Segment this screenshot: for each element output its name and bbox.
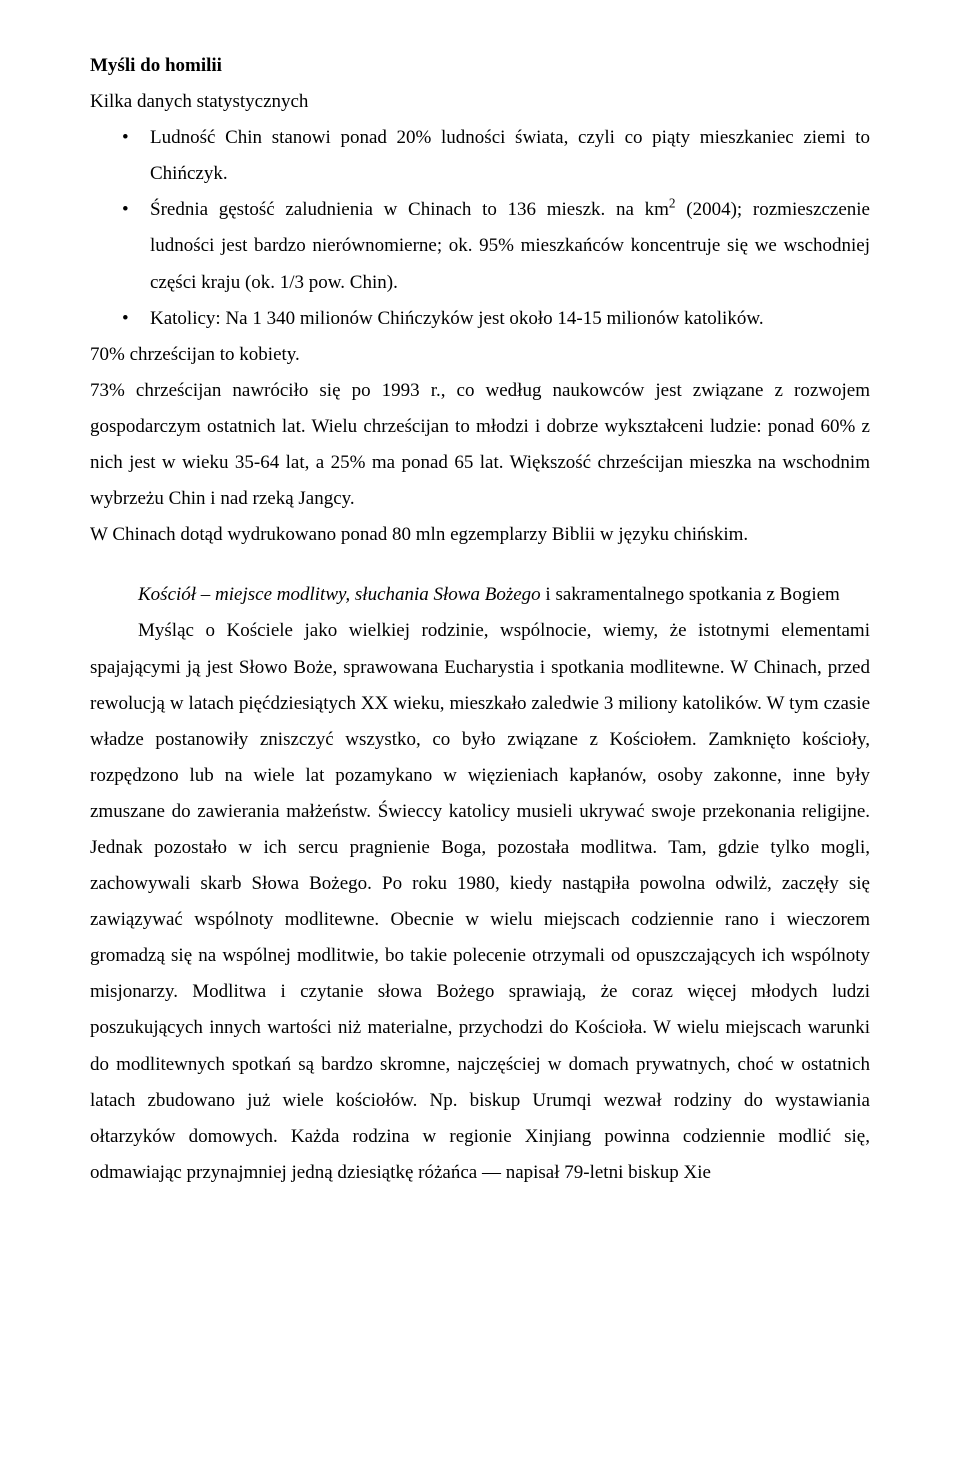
section-lead-italic: Kościół – miejsce modlitwy, słuchania Sł…	[138, 584, 541, 605]
list-item: Ludność Chin stanowi ponad 20% ludności …	[150, 120, 870, 192]
page-title: Myśli do homilii	[90, 48, 870, 84]
document-page: Myśli do homilii Kilka danych statystycz…	[0, 0, 960, 1464]
list-item: Katolicy: Na 1 340 milionów Chińczyków j…	[150, 301, 870, 337]
paragraph: 73% chrześcijan nawróciło się po 1993 r.…	[90, 373, 870, 517]
bullet-list: Ludność Chin stanowi ponad 20% ludności …	[90, 120, 870, 337]
paragraph: Myśląc o Kościele jako wielkiej rodzinie…	[90, 613, 870, 1191]
list-item-text-prefix: Średnia gęstość zaludnienia w Chinach to…	[150, 199, 669, 220]
list-item-text: Ludność Chin stanowi ponad 20% ludności …	[150, 127, 870, 184]
section-gap	[90, 553, 870, 577]
section-lead-rest: i sakramentalnego spotkania z Bogiem	[541, 584, 840, 605]
superscript: 2	[669, 196, 676, 211]
paragraph: 70% chrześcijan to kobiety.	[90, 337, 870, 373]
list-item: Średnia gęstość zaludnienia w Chinach to…	[150, 192, 870, 300]
section-lead: Kościół – miejsce modlitwy, słuchania Sł…	[90, 577, 870, 613]
paragraph: W Chinach dotąd wydrukowano ponad 80 mln…	[90, 517, 870, 553]
page-subtitle: Kilka danych statystycznych	[90, 84, 870, 120]
list-item-text: Katolicy: Na 1 340 milionów Chińczyków j…	[150, 308, 764, 329]
